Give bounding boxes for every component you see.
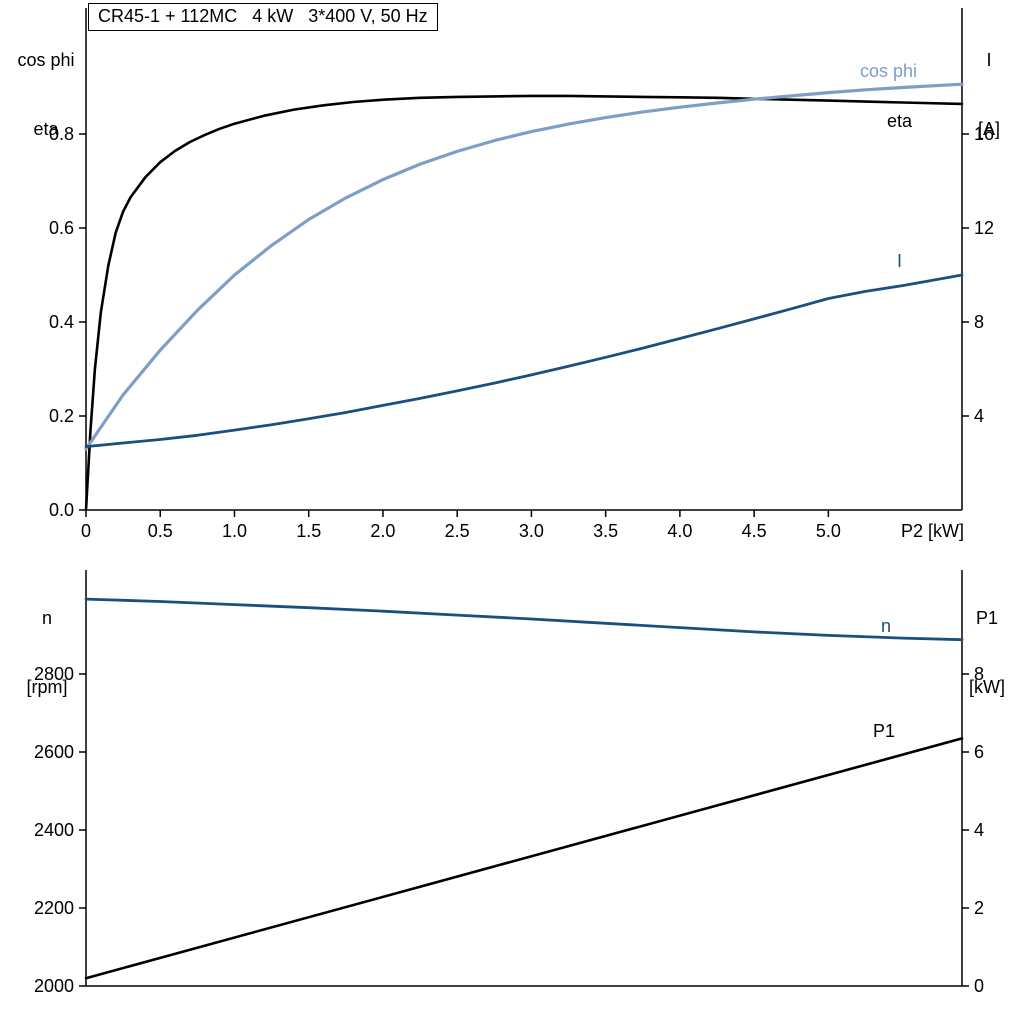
svg-text:0.2: 0.2 (49, 406, 74, 426)
svg-text:2.5: 2.5 (445, 521, 470, 541)
svg-text:12: 12 (974, 218, 994, 238)
svg-text:2: 2 (974, 898, 984, 918)
svg-text:0.4: 0.4 (49, 312, 74, 332)
right-axis-title-line2: [kW] (969, 677, 1005, 697)
right-axis-title-top: I [A] (966, 3, 1012, 187)
svg-text:2200: 2200 (34, 898, 74, 918)
svg-text:3.5: 3.5 (593, 521, 618, 541)
svg-text:4: 4 (974, 820, 984, 840)
left-axis-title-line1: n (41, 608, 52, 628)
svg-text:4.5: 4.5 (742, 521, 767, 541)
cos-phi-curve-label: cos phi (860, 61, 918, 81)
svg-text:0.5: 0.5 (148, 521, 173, 541)
svg-text:2.0: 2.0 (370, 521, 395, 541)
svg-text:1.5: 1.5 (296, 521, 321, 541)
svg-text:0.0: 0.0 (49, 500, 74, 520)
svg-text:0.6: 0.6 (49, 218, 74, 238)
p1-curve-label: P1 (873, 721, 896, 741)
chart-bottom-speed-power: 2000 2200 2400 2600 2800 0 2 4 6 8 (34, 570, 984, 996)
right-axis-title-line2: [A] (977, 119, 1000, 139)
svg-text:2400: 2400 (34, 820, 74, 840)
speed-curve-label: n (881, 616, 892, 636)
left-axis-title-line1: cos phi (17, 50, 75, 70)
svg-text:2000: 2000 (34, 976, 74, 996)
current-curve-label: I (897, 251, 903, 271)
svg-text:8: 8 (974, 312, 984, 332)
right-axis-title-line1: I (986, 50, 992, 70)
svg-text:1.0: 1.0 (222, 521, 247, 541)
svg-text:6: 6 (974, 742, 984, 762)
svg-text:0.8: 0.8 (49, 124, 74, 144)
svg-text:5.0: 5.0 (816, 521, 841, 541)
svg-text:3.0: 3.0 (519, 521, 544, 541)
left-axis-title-top: cos phi eta (8, 3, 84, 187)
svg-text:8: 8 (974, 664, 984, 684)
right-axis-title-bottom: P1 [kW] (960, 561, 1014, 745)
chart-top-motor-curves: 0.0 0.2 0.4 0.6 0.8 4 8 12 16 0 0.5 1.0 1.5 2.0 2.5 3.0… (49, 8, 994, 541)
left-axis-title-line2: [rpm] (26, 677, 68, 697)
svg-text:2600: 2600 (34, 742, 74, 762)
x-axis-name: P2 [kW] (901, 521, 965, 541)
svg-text:16: 16 (974, 124, 994, 144)
chart-title-box: CR45-1 + 112MC 4 kW 3*400 V, 50 Hz (88, 3, 438, 31)
left-axis-title-bottom: n [rpm] (14, 561, 80, 745)
svg-text:4.0: 4.0 (667, 521, 692, 541)
left-axis-title-line2: eta (33, 119, 59, 139)
svg-text:0: 0 (974, 976, 984, 996)
right-axis-title-line1: P1 (975, 608, 999, 628)
svg-text:2800: 2800 (34, 664, 74, 684)
eta-curve-label: eta (887, 111, 913, 131)
svg-text:4: 4 (974, 406, 984, 426)
svg-text:0: 0 (81, 521, 91, 541)
